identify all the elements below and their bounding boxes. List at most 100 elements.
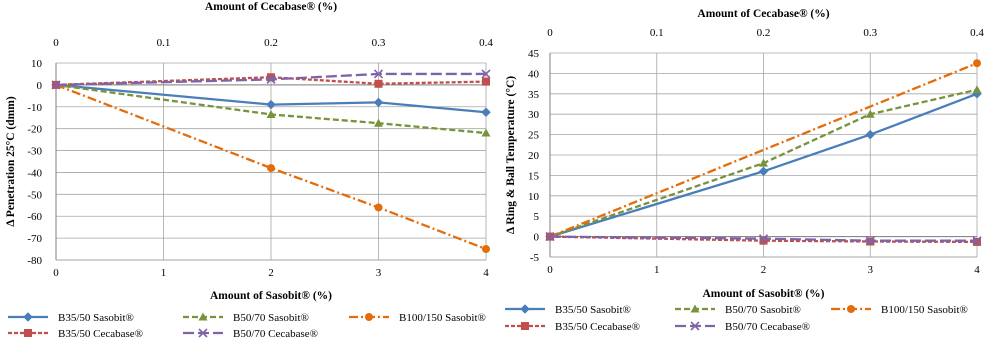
legend-swatch-marker (198, 312, 208, 321)
legend-item: B50/70 Cecabase® (675, 321, 810, 333)
data-point (758, 166, 769, 177)
x2-tick-label: 0.4 (479, 37, 493, 49)
legend-swatch-marker (847, 305, 855, 313)
x2-axis-title: Amount of Cecabase® (%) (205, 1, 337, 13)
y-tick-label: 20 (528, 150, 540, 162)
y-tick-label: -5 (530, 252, 540, 264)
y-tick-label: 40 (528, 68, 540, 80)
x2-tick-label: 0.4 (970, 27, 984, 39)
legend-item: B35/50 Sasobit® (505, 304, 631, 316)
data-point (865, 129, 876, 140)
y-tick-label: 45 (528, 48, 540, 60)
legend-item: B35/50 Sasobit® (8, 312, 134, 324)
series-line (549, 235, 978, 244)
y-tick-label: 15 (528, 170, 540, 182)
data-point (481, 69, 491, 79)
y-tick-label: -20 (27, 124, 42, 136)
legend-item: B35/50 Cecabase® (8, 328, 143, 340)
x-tick-label: 0 (547, 264, 553, 276)
legend-label: B100/150 Sasobit® (881, 304, 968, 316)
y-tick-label: -30 (27, 146, 42, 158)
series-5 (545, 232, 982, 246)
data-point (545, 232, 555, 242)
series-line (55, 72, 486, 87)
series-line (55, 83, 487, 251)
x-tick-label: 2 (761, 264, 767, 276)
data-point (374, 118, 383, 127)
data-point (482, 77, 490, 86)
legend-item: B50/70 Sasobit® (183, 312, 309, 324)
data-point (374, 79, 383, 88)
legend-label: B50/70 Sasobit® (725, 304, 801, 316)
data-point (973, 237, 981, 246)
x2-tick-label: 0.1 (157, 37, 171, 49)
legend-label: B50/70 Cecabase® (725, 321, 810, 333)
y-tick-label: -50 (27, 189, 42, 201)
data-point (972, 236, 982, 246)
x-tick-label: 3 (376, 267, 382, 279)
legend-swatch-marker (24, 329, 32, 337)
legend-swatch-marker (365, 313, 373, 321)
y-axis-title: Δ Ring & Ball Temperature (°C) (505, 76, 517, 234)
x2-tick-label: 0.2 (757, 27, 771, 39)
legend-item: B35/50 Cecabase® (505, 321, 640, 333)
data-point (865, 109, 875, 118)
legend-item: B100/150 Sasobit® (831, 304, 968, 316)
legend-label: B35/50 Cecabase® (58, 328, 143, 340)
legend-label: B100/150 Sasobit® (399, 312, 486, 324)
legend-swatch-marker (520, 304, 530, 314)
legend-label: B35/50 Sasobit® (58, 312, 134, 324)
legend-item: B50/70 Sasobit® (675, 304, 801, 316)
series-line (549, 235, 977, 242)
y-tick-label: 5 (534, 211, 540, 223)
series-line (549, 88, 978, 238)
legend-label: B50/70 Sasobit® (233, 312, 309, 324)
y-axis-title: Δ Penetration 25°C (dmm) (5, 96, 17, 226)
x-tick-label: 3 (868, 264, 874, 276)
legend-swatch-marker (521, 322, 529, 330)
data-point (759, 158, 768, 167)
data-point (973, 59, 981, 68)
legend-label: B35/50 Sasobit® (555, 304, 631, 316)
data-point (758, 234, 769, 244)
y-tick-label: -80 (27, 255, 42, 267)
x-tick-label: 4 (974, 264, 980, 276)
data-point (374, 203, 383, 212)
x2-tick-label: 0.1 (650, 27, 664, 39)
x2-axis-title: Amount of Cecabase® (%) (697, 8, 829, 20)
series-line (549, 62, 978, 238)
y-tick-label: -60 (27, 211, 42, 223)
y-tick-label: 0 (37, 80, 43, 92)
y-tick-label: 10 (31, 58, 43, 70)
x2-tick-label: 0 (53, 37, 59, 49)
x2-tick-label: 0.3 (372, 37, 386, 49)
x-axis-title: Amount of Sasobit® (%) (210, 290, 332, 302)
legend-swatch-marker (690, 304, 700, 313)
data-point (865, 236, 875, 246)
data-point (759, 236, 768, 245)
y-tick-label: 0 (534, 232, 540, 244)
data-point (266, 109, 276, 118)
series-line (549, 92, 978, 238)
legend-label: B50/70 Cecabase® (233, 328, 318, 340)
legend: B35/50 Sasobit® B50/70 Sasobit® B100/150 S… (8, 312, 486, 340)
y-tick-label: -70 (27, 233, 42, 245)
x-tick-label: 4 (483, 267, 489, 279)
legend-label: B35/50 Cecabase® (555, 321, 640, 333)
legend-item: B100/150 Sasobit® (349, 312, 486, 324)
legend-swatch-marker (690, 321, 700, 331)
x2-tick-label: 0.2 (264, 37, 278, 49)
data-point (267, 164, 275, 173)
x-tick-label: 1 (161, 267, 167, 279)
data-point (51, 80, 61, 90)
legend-swatch-marker (198, 328, 208, 338)
data-point (481, 128, 491, 137)
x-tick-label: 0 (53, 267, 59, 279)
x2-tick-label: 0.3 (863, 27, 877, 39)
data-point (482, 245, 490, 254)
data-point (266, 74, 276, 84)
data-point (972, 85, 982, 94)
y-tick-label: -40 (27, 167, 42, 179)
legend-item: B50/70 Cecabase® (183, 328, 318, 340)
